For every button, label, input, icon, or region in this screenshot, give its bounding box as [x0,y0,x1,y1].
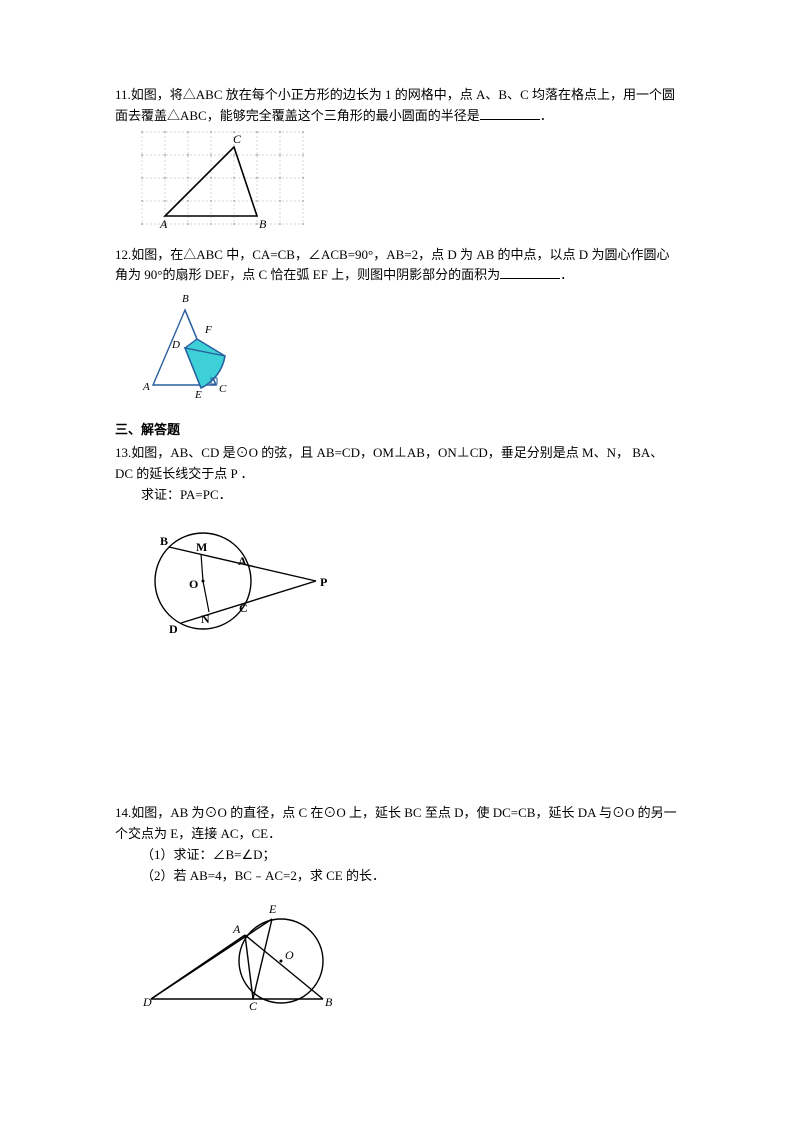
figure-14: A B C D E O [141,891,679,1011]
svg-text:B: B [182,293,189,305]
problem-text: 如图，AB 为⊙O 的直径，点 C 在⊙O 上，延长 BC 至点 D，使 DC=… [115,805,677,841]
svg-text:D: D [171,339,180,351]
svg-text:C: C [233,132,242,146]
answer-blank [500,265,560,279]
svg-text:C: C [219,383,227,395]
period: ． [560,267,573,282]
svg-text:D: D [169,622,178,636]
svg-text:E: E [194,389,202,400]
problem-number: 13. [115,445,131,460]
problem-11: 11.如图，将△ABC 放在每个小正方形的边长为 1 的网格中，点 A、B、C … [115,85,679,231]
figure-11: A B C [141,131,679,231]
svg-text:O: O [285,948,294,962]
answer-blank [480,106,540,120]
svg-text:M: M [196,540,207,554]
problem-13: 13.如图，AB、CD 是⊙O 的弦，且 AB=CD，OM⊥AB，ON⊥CD，垂… [115,443,679,649]
svg-text:A: A [159,217,168,231]
svg-text:C: C [249,999,258,1011]
svg-text:A: A [142,381,150,393]
problem-text: 如图，在△ABC 中，CA=CB，∠ACB=90°，AB=2，点 D 为 AB … [115,247,669,283]
problem-text: 如图，将△ABC 放在每个小正方形的边长为 1 的网格中，点 A、B、C 均落在… [115,87,675,123]
section-title-3: 三、解答题 [115,420,679,441]
svg-text:B: B [325,995,333,1009]
circle-triangle-svg: A B C D E O [141,891,356,1011]
svg-text:N: N [201,612,210,626]
grid-triangle-svg: A B C [141,131,311,231]
figure-13: B A D C M N O P [141,509,679,649]
problem-text-line2: 求证：PA=PC． [115,485,679,506]
period: ． [540,108,553,123]
problem-text-line2: （1）求证：∠B=∠D； [115,845,679,866]
problem-12: 12.如图，在△ABC 中，CA=CB，∠ACB=90°，AB=2，点 D 为 … [115,245,679,401]
circle-chords-svg: B A D C M N O P [141,509,336,649]
svg-text:A: A [232,922,241,936]
svg-text:B: B [259,217,267,231]
svg-text:B: B [160,534,168,548]
spacer [115,663,679,803]
problem-number: 14. [115,805,131,820]
figure-12: A B C D E F [141,290,679,400]
svg-text:F: F [204,324,212,336]
svg-text:O: O [189,577,198,591]
svg-text:C: C [239,601,248,615]
problem-text: 如图，AB、CD 是⊙O 的弦，且 AB=CD，OM⊥AB，ON⊥CD，垂足分别… [115,445,663,481]
problem-number: 11. [115,87,131,102]
svg-text:A: A [238,554,247,568]
svg-text:D: D [142,995,152,1009]
problem-14: 14.如图，AB 为⊙O 的直径，点 C 在⊙O 上，延长 BC 至点 D，使 … [115,803,679,1010]
sector-triangle-svg: A B C D E F [141,290,261,400]
problem-number: 12. [115,247,131,262]
problem-text-line3: （2）若 AB=4，BC﹣AC=2，求 CE 的长． [115,866,679,887]
svg-text:P: P [320,575,327,589]
svg-text:E: E [268,902,277,916]
